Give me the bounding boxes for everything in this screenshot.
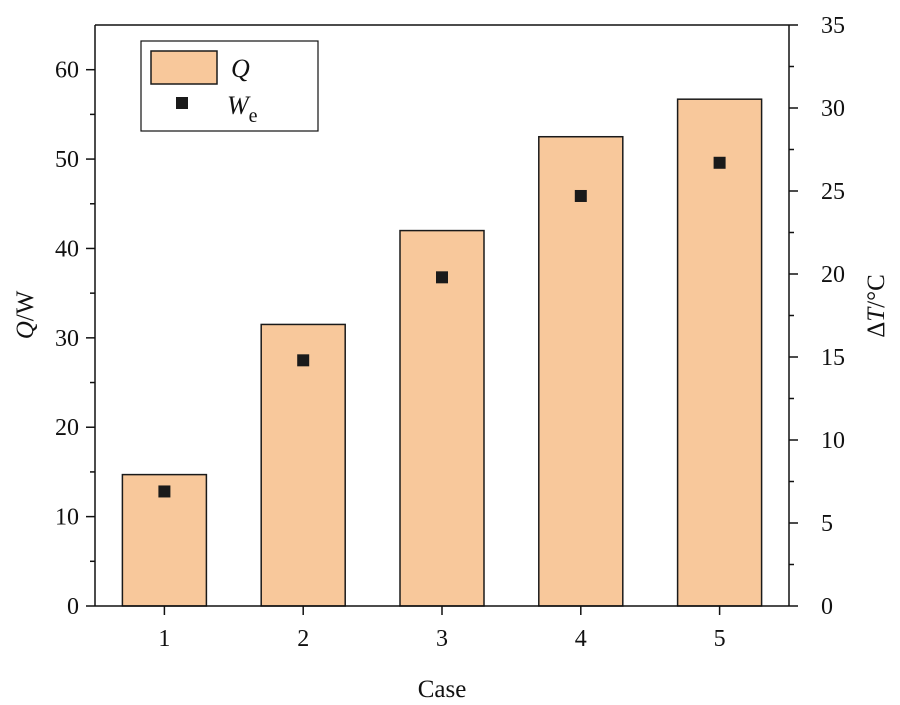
y-tick-label: 60 xyxy=(55,58,79,84)
y2-axis-title: ΔT/°C xyxy=(863,274,890,338)
y2-tick-label: 30 xyxy=(821,96,845,122)
point-we-2 xyxy=(297,354,310,367)
y-tick-label: 40 xyxy=(55,236,79,262)
x-tick-label: 3 xyxy=(436,626,448,652)
y2-tick-label: 5 xyxy=(821,511,833,537)
y2-axis-title-symbol: T xyxy=(863,306,890,322)
y2-tick-label: 35 xyxy=(821,13,845,39)
y2-tick-label: 25 xyxy=(821,179,845,205)
y-axis-title-unit: /W xyxy=(12,290,39,321)
x-tick-label: 5 xyxy=(714,626,726,652)
legend-label-q: Q xyxy=(231,54,250,83)
legend-label-q-text: Q xyxy=(231,54,250,83)
y-tick-label: 10 xyxy=(55,505,79,531)
bar-q-4 xyxy=(538,135,624,607)
x-axis-title: Case xyxy=(418,676,467,703)
y-tick-label: 30 xyxy=(55,326,79,352)
legend-swatch-we xyxy=(176,97,188,109)
legend-label-we-subscript: e xyxy=(249,105,258,127)
bar-q-2 xyxy=(260,323,346,607)
y2-tick-label: 15 xyxy=(821,345,845,371)
y-tick-label: 50 xyxy=(55,147,79,173)
y-tick-label: 0 xyxy=(67,594,79,620)
point-we-5 xyxy=(713,156,726,169)
y2-tick-label: 20 xyxy=(821,262,845,288)
legend-swatch-q xyxy=(150,50,218,85)
plot-area: 0 10 20 30 40 50 60 0 5 10 15 20 25 30 35 1 2 3 4 5 Case Q/W Δ… xyxy=(12,13,890,703)
y2-tick-label: 10 xyxy=(821,428,845,454)
legend: QWe xyxy=(140,40,319,132)
x-tick-label: 1 xyxy=(158,626,170,652)
legend-label-we: We xyxy=(227,91,258,127)
bar-q-3 xyxy=(399,229,485,607)
x-tick-label: 2 xyxy=(297,626,309,652)
y-tick-label: 20 xyxy=(55,415,79,441)
point-we-1 xyxy=(158,485,171,498)
point-we-3 xyxy=(436,271,448,284)
legend-label-we-symbol: W xyxy=(227,91,251,120)
point-we-4 xyxy=(574,189,587,202)
y2-axis-title-unit: /°C xyxy=(863,274,890,308)
y2-tick-label: 0 xyxy=(821,594,833,620)
x-tick-label: 4 xyxy=(575,626,587,652)
bar-q-5 xyxy=(676,98,763,607)
y2-axis-title-prefix: Δ xyxy=(863,322,890,338)
y-axis-title-symbol: Q xyxy=(12,321,39,339)
y-axis-title: Q/W xyxy=(12,290,39,339)
